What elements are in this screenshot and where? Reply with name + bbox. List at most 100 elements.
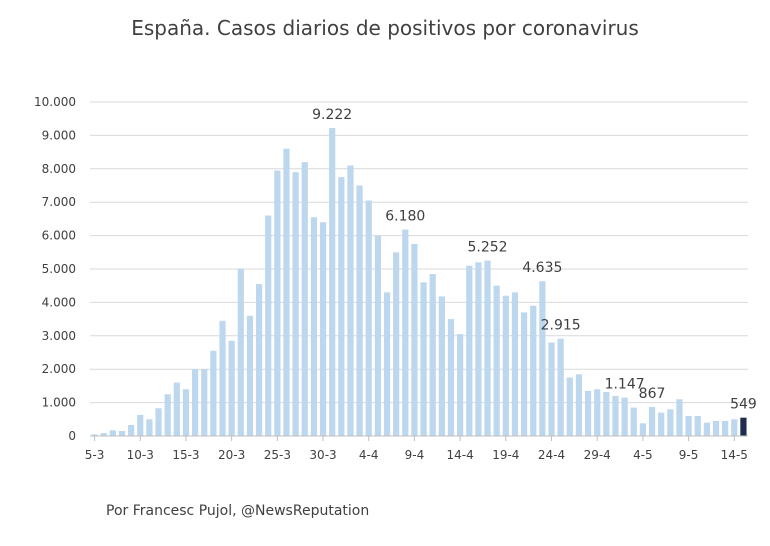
source-credit: Por Francesc Pujol, @NewsReputation <box>106 503 370 519</box>
data-label: 867 <box>639 386 666 402</box>
y-tick-label: 8.000 <box>42 162 76 176</box>
x-tick-label: 5-3 <box>85 448 105 462</box>
bar <box>457 334 464 436</box>
bar <box>703 422 710 436</box>
x-axis-ticks: 5-3 10-3 15-3 20-3 25-3 30-3 4-4 9-4 14-4 19-4 24-… <box>85 436 748 462</box>
data-label: 549 <box>730 397 757 413</box>
data-label: 2.915 <box>541 318 581 334</box>
bar <box>502 295 509 436</box>
y-tick-label: 10.000 <box>34 95 76 109</box>
bar <box>219 320 226 436</box>
chart-title: España. Casos diarios de positivos por c… <box>131 16 639 40</box>
bar <box>566 377 573 436</box>
bar <box>667 409 674 436</box>
y-tick-label: 3.000 <box>42 329 76 343</box>
y-tick-label: 2.000 <box>42 362 76 376</box>
x-tick-label: 4-4 <box>359 448 379 462</box>
bar <box>356 185 363 436</box>
bar <box>255 284 263 436</box>
bar <box>274 170 281 436</box>
x-tick-label: 15-3 <box>172 448 199 462</box>
x-tick-label: 14-5 <box>721 448 748 462</box>
bar <box>155 408 162 436</box>
y-tick-label: 9.000 <box>42 128 76 142</box>
bar <box>584 390 592 436</box>
y-tick-label: 5.000 <box>42 262 76 276</box>
x-tick-label: 9-5 <box>679 448 699 462</box>
bar <box>237 269 244 436</box>
bar <box>164 394 171 436</box>
y-tick-label: 1.000 <box>42 396 76 410</box>
bar <box>420 282 427 436</box>
bar <box>365 200 372 436</box>
y-tick-label: 6.000 <box>42 229 76 243</box>
x-tick-label: 25-3 <box>264 448 291 462</box>
bar <box>265 215 272 436</box>
x-tick-label: 24-4 <box>538 448 565 462</box>
bar <box>447 319 455 436</box>
bar <box>475 262 482 436</box>
bar <box>612 395 619 436</box>
bar <box>338 177 345 436</box>
x-tick-label: 9-4 <box>405 448 425 462</box>
bar <box>658 412 665 436</box>
bar <box>685 415 692 436</box>
x-tick-label: 4-5 <box>633 448 653 462</box>
bar <box>740 417 747 436</box>
bar <box>301 162 308 436</box>
bar <box>694 415 701 436</box>
data-label: 5.252 <box>467 240 507 256</box>
x-tick-label: 20-3 <box>218 448 245 462</box>
bar <box>594 389 601 436</box>
x-tick-label: 14-4 <box>447 448 474 462</box>
x-tick-label: 19-4 <box>492 448 519 462</box>
bar <box>292 172 299 436</box>
bar <box>146 419 153 436</box>
bar <box>539 281 546 436</box>
bar <box>484 260 491 436</box>
bar <box>246 315 254 436</box>
bar <box>648 407 656 436</box>
x-tick-label: 29-4 <box>584 448 611 462</box>
bar <box>310 217 318 436</box>
bar <box>676 399 683 436</box>
bar <box>621 397 628 436</box>
bar <box>128 424 135 436</box>
bar <box>429 274 436 436</box>
bar <box>100 432 107 436</box>
bar <box>191 369 199 436</box>
bar <box>329 127 336 436</box>
bar <box>283 148 290 436</box>
bar <box>630 407 637 436</box>
bar <box>118 430 126 436</box>
bar <box>201 369 208 436</box>
bar <box>493 285 500 436</box>
bar <box>466 265 473 436</box>
data-label: 9.222 <box>312 107 352 123</box>
x-tick-label: 10-3 <box>127 448 154 462</box>
bar <box>319 222 327 436</box>
bar <box>712 420 720 436</box>
bar <box>557 338 564 436</box>
gridlines <box>90 101 748 404</box>
bar <box>530 305 537 436</box>
data-label: 1.147 <box>605 377 645 393</box>
y-tick-label: 7.000 <box>42 195 76 209</box>
bars <box>91 127 747 436</box>
bar <box>722 420 729 436</box>
bar <box>520 312 528 436</box>
y-axis-ticks: 0 1.000 2.000 3.000 4.000 5.000 6.000 7.000 8.00… <box>34 95 76 443</box>
bar <box>210 350 217 436</box>
bar <box>393 252 400 436</box>
bar <box>402 229 409 436</box>
bar <box>511 292 519 436</box>
y-tick-label: 0 <box>68 429 76 443</box>
bar <box>347 165 354 436</box>
bar <box>639 423 647 436</box>
bar <box>109 430 116 436</box>
data-label: 6.180 <box>385 209 425 225</box>
data-label: 4.635 <box>522 260 562 276</box>
